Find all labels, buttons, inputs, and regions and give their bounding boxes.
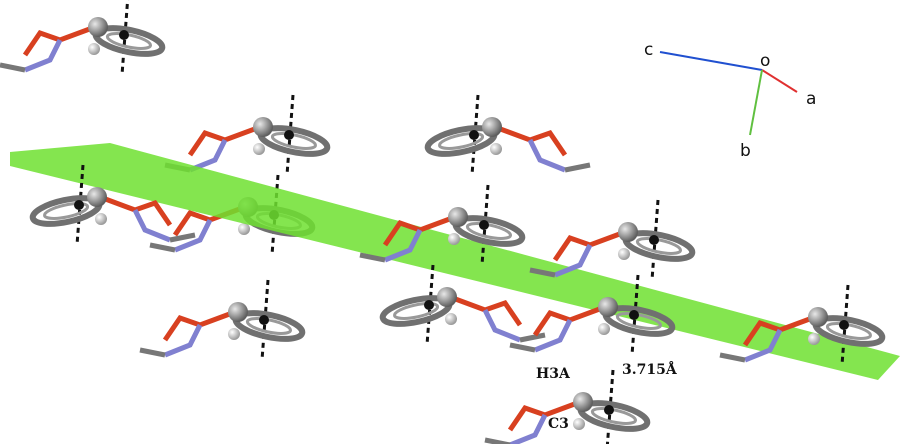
hydrogen <box>448 233 460 245</box>
atom <box>87 187 107 207</box>
chain <box>189 138 228 173</box>
ring <box>437 132 485 150</box>
axis-label: o <box>760 51 770 71</box>
chain <box>174 218 213 253</box>
chain <box>719 352 746 363</box>
centroid <box>629 310 639 320</box>
chain <box>494 124 568 157</box>
ring <box>465 222 513 240</box>
hydrogen <box>95 213 107 225</box>
chain <box>187 124 261 157</box>
centroid <box>469 130 479 140</box>
chain <box>449 294 523 327</box>
hydrogen <box>253 143 265 155</box>
axis-label: a <box>806 89 816 109</box>
ring <box>590 407 638 425</box>
axis-c <box>659 51 763 71</box>
atom <box>437 287 457 307</box>
atom <box>618 222 638 242</box>
chain <box>99 194 173 227</box>
chain <box>384 228 423 263</box>
hydrogen <box>445 313 457 325</box>
hydrogen <box>598 323 610 335</box>
chain <box>527 138 566 173</box>
centroid <box>74 200 84 210</box>
atom-label: C3 <box>548 416 569 432</box>
centroid <box>119 30 129 40</box>
chain <box>534 318 573 353</box>
axis-label: c <box>644 40 653 60</box>
ring <box>270 132 318 150</box>
atom <box>253 117 273 137</box>
chain <box>509 413 548 444</box>
chain <box>744 328 783 363</box>
hydrogen <box>228 328 240 340</box>
hydrogen <box>573 418 585 430</box>
chain <box>164 323 203 358</box>
centroid <box>424 300 434 310</box>
chain <box>554 243 593 278</box>
atom <box>228 302 248 322</box>
distance-label: 3.715Å <box>622 360 678 378</box>
molecules-front <box>29 164 886 444</box>
ring <box>245 317 293 335</box>
hydrogen <box>618 248 630 260</box>
ring <box>825 322 873 340</box>
centroid <box>839 320 849 330</box>
chain <box>359 252 386 263</box>
chain <box>0 62 26 73</box>
mean-plane <box>10 143 900 380</box>
ring <box>635 237 683 255</box>
centroid <box>259 315 269 325</box>
chain <box>149 242 176 253</box>
hydrogen <box>88 43 100 55</box>
chain <box>169 232 196 243</box>
ring <box>42 202 90 220</box>
axis-label: b <box>740 141 751 161</box>
atom-label: H3A <box>536 366 571 382</box>
chain <box>742 314 816 347</box>
chain <box>532 304 606 337</box>
hydrogen <box>808 333 820 345</box>
atom <box>808 307 828 327</box>
chain <box>482 308 521 343</box>
axis-triad: c o a b <box>644 40 816 161</box>
centroid <box>284 130 294 140</box>
chain <box>382 214 456 247</box>
axis-a <box>761 69 798 93</box>
hydrogen <box>238 223 250 235</box>
chain <box>132 208 171 243</box>
chain <box>484 437 511 444</box>
atom <box>598 297 618 317</box>
chain <box>552 229 626 262</box>
ring <box>105 32 153 50</box>
axis-b <box>749 69 763 136</box>
chain <box>139 347 166 358</box>
hydrogen <box>490 143 502 155</box>
atom <box>482 117 502 137</box>
chain <box>162 309 236 342</box>
chain <box>564 162 591 173</box>
centroid <box>604 405 614 415</box>
chain <box>509 342 536 353</box>
centroid <box>479 220 489 230</box>
centroid <box>649 235 659 245</box>
chain <box>519 332 546 343</box>
ring <box>615 312 663 330</box>
molecules-back <box>0 0 591 256</box>
atom <box>88 17 108 37</box>
chain <box>22 24 96 57</box>
atom <box>573 392 593 412</box>
atom <box>448 207 468 227</box>
chain <box>529 267 556 278</box>
chain <box>24 38 63 73</box>
ring <box>392 302 440 320</box>
chain <box>507 399 581 432</box>
